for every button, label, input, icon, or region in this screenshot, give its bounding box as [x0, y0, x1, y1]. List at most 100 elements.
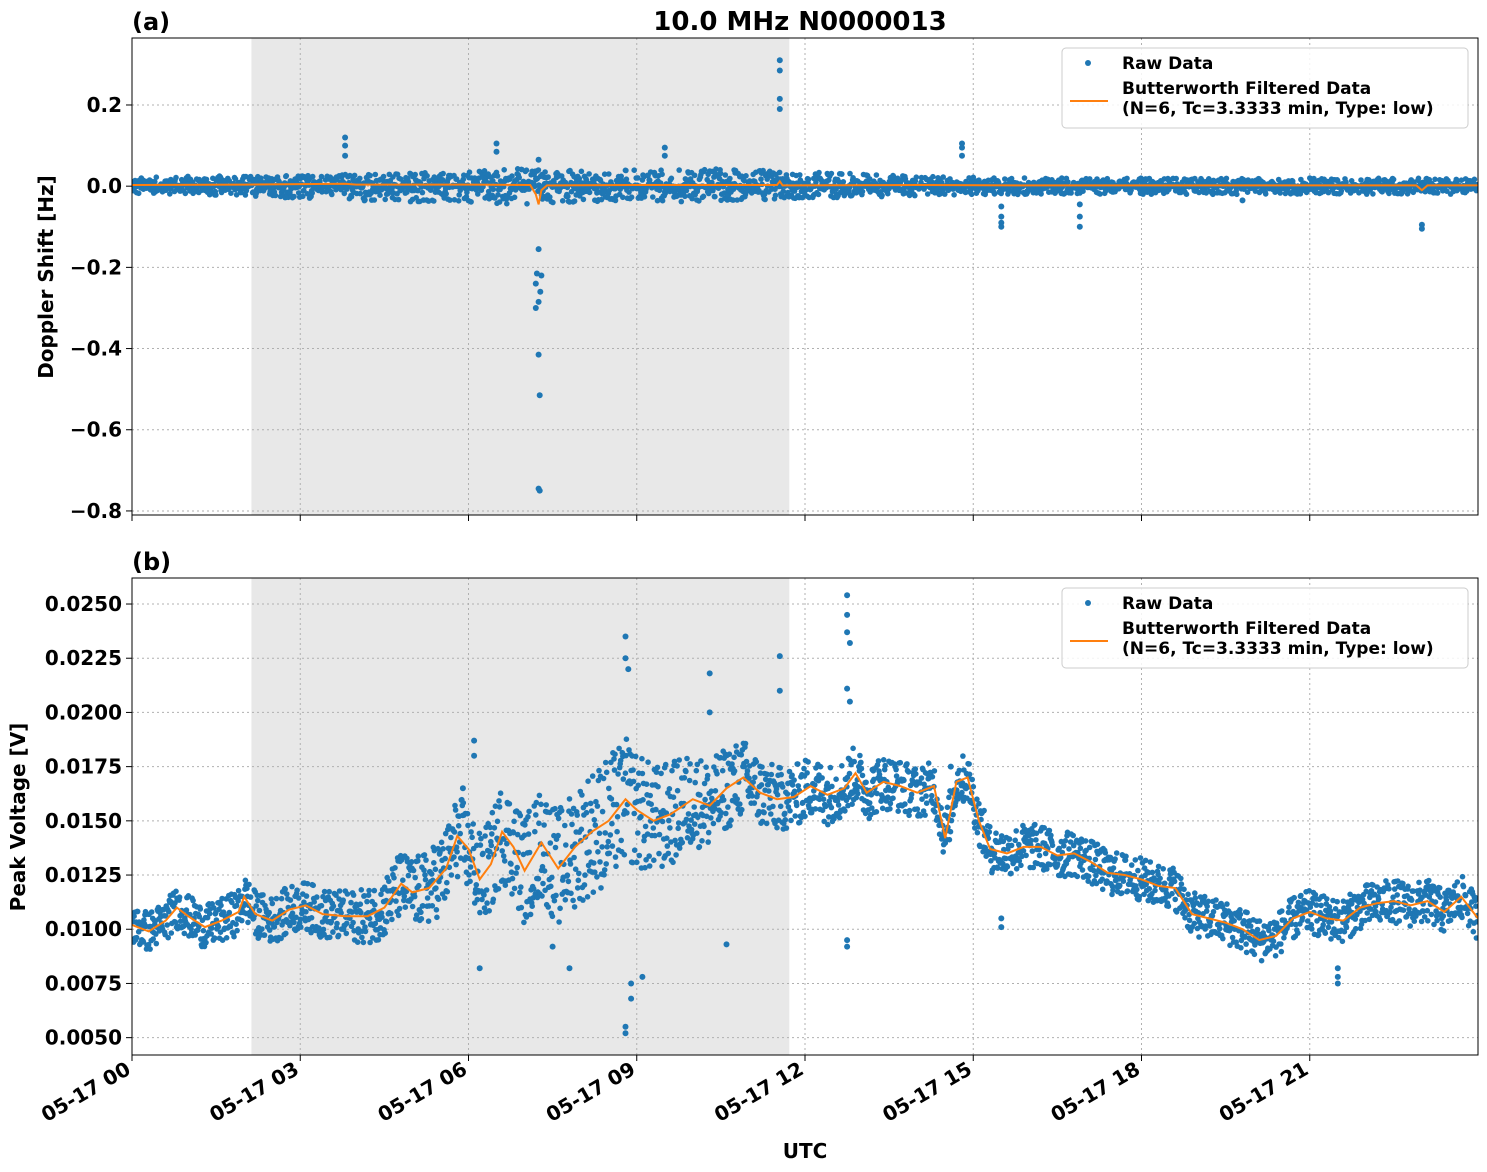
raw-data-point [751, 800, 758, 806]
raw-data-point [571, 854, 577, 861]
raw-data-point [516, 174, 522, 181]
raw-data-point [1152, 887, 1158, 894]
raw-data-point [357, 190, 364, 197]
raw-data-point [570, 897, 576, 904]
raw-data-point [382, 196, 389, 203]
raw-data-point [950, 811, 956, 818]
raw-data-point [766, 788, 772, 794]
raw-data-point [842, 808, 848, 814]
raw-data-point [931, 768, 938, 774]
raw-data-point [361, 893, 368, 899]
raw-data-point [551, 897, 558, 904]
raw-data-point [801, 765, 807, 772]
raw-data-point [895, 808, 901, 814]
raw-data-point [547, 840, 554, 846]
raw-data-point [504, 840, 510, 847]
raw-data-point [297, 916, 304, 923]
raw-data-point [940, 849, 946, 855]
raw-data-point [576, 175, 583, 182]
raw-data-point [533, 812, 539, 818]
raw-data-point [273, 895, 280, 902]
raw-data-point [501, 167, 508, 173]
raw-data-point [1313, 902, 1320, 908]
raw-data-outlier [959, 144, 965, 151]
raw-data-point [688, 817, 694, 823]
raw-data-point [582, 872, 588, 878]
raw-data-point [203, 939, 209, 946]
raw-data-point [774, 824, 780, 831]
raw-data-point [496, 804, 503, 810]
raw-data-point [1220, 935, 1226, 942]
raw-data-outlier [998, 223, 1005, 230]
raw-data-point [757, 770, 764, 776]
raw-data-point [1149, 869, 1156, 876]
raw-data-point [924, 191, 931, 197]
raw-data-point [777, 803, 784, 810]
raw-data-point [278, 935, 284, 942]
raw-data-point [401, 897, 407, 904]
raw-data-point [705, 829, 712, 836]
raw-data-point [283, 930, 289, 937]
raw-data-point [683, 816, 690, 823]
raw-data-point [1042, 850, 1049, 857]
raw-data-point [1002, 176, 1008, 182]
raw-data-point [1171, 878, 1178, 885]
raw-data-point [1077, 845, 1084, 852]
raw-data-point [1183, 191, 1190, 197]
raw-data-point [334, 920, 340, 927]
raw-data-point [741, 763, 748, 770]
raw-data-point [509, 875, 516, 882]
raw-data-point [815, 191, 822, 198]
raw-data-point [603, 861, 609, 867]
raw-data-point [152, 178, 158, 185]
raw-data-point [486, 908, 493, 914]
raw-data-point [1070, 832, 1076, 839]
raw-data-point [518, 884, 524, 890]
raw-data-point [395, 912, 402, 919]
raw-data-point [746, 178, 753, 184]
raw-data-point [1309, 926, 1315, 932]
raw-data-point [552, 844, 559, 851]
raw-data-point [536, 792, 543, 799]
raw-data-outlier [342, 134, 349, 141]
raw-data-point [576, 870, 582, 877]
raw-data-point [1102, 850, 1109, 856]
raw-data-point [762, 196, 768, 203]
raw-data-point [759, 818, 766, 825]
raw-data-point [1099, 876, 1105, 882]
raw-data-point [849, 801, 855, 807]
raw-data-point [162, 913, 169, 919]
raw-data-point [731, 754, 737, 761]
raw-data-point [1086, 844, 1093, 851]
raw-data-point [859, 772, 866, 779]
raw-data-point [371, 197, 378, 203]
raw-data-point [607, 832, 614, 838]
raw-data-point [545, 904, 551, 910]
raw-data-point [743, 173, 749, 179]
raw-data-point [283, 173, 290, 179]
raw-data-point [308, 929, 314, 936]
raw-data-point [981, 807, 987, 814]
raw-data-point [1390, 176, 1397, 183]
raw-data-point [671, 758, 678, 765]
raw-data-point [642, 823, 649, 830]
raw-data-point [465, 822, 471, 829]
raw-data-outlier [535, 246, 542, 253]
raw-data-point [761, 809, 767, 816]
raw-data-outlier [342, 142, 349, 149]
raw-data-point [1048, 832, 1054, 839]
raw-data-point [606, 171, 612, 177]
raw-data-point [253, 903, 259, 909]
raw-data-point [691, 821, 698, 827]
raw-data-point [923, 800, 930, 806]
raw-data-point [583, 177, 590, 184]
raw-data-point [1432, 176, 1438, 183]
raw-data-point [779, 784, 786, 790]
raw-data-point [710, 187, 716, 194]
raw-data-point [388, 910, 394, 917]
raw-data-point [303, 893, 310, 899]
raw-data-point [415, 858, 421, 864]
raw-data-point [233, 921, 239, 927]
